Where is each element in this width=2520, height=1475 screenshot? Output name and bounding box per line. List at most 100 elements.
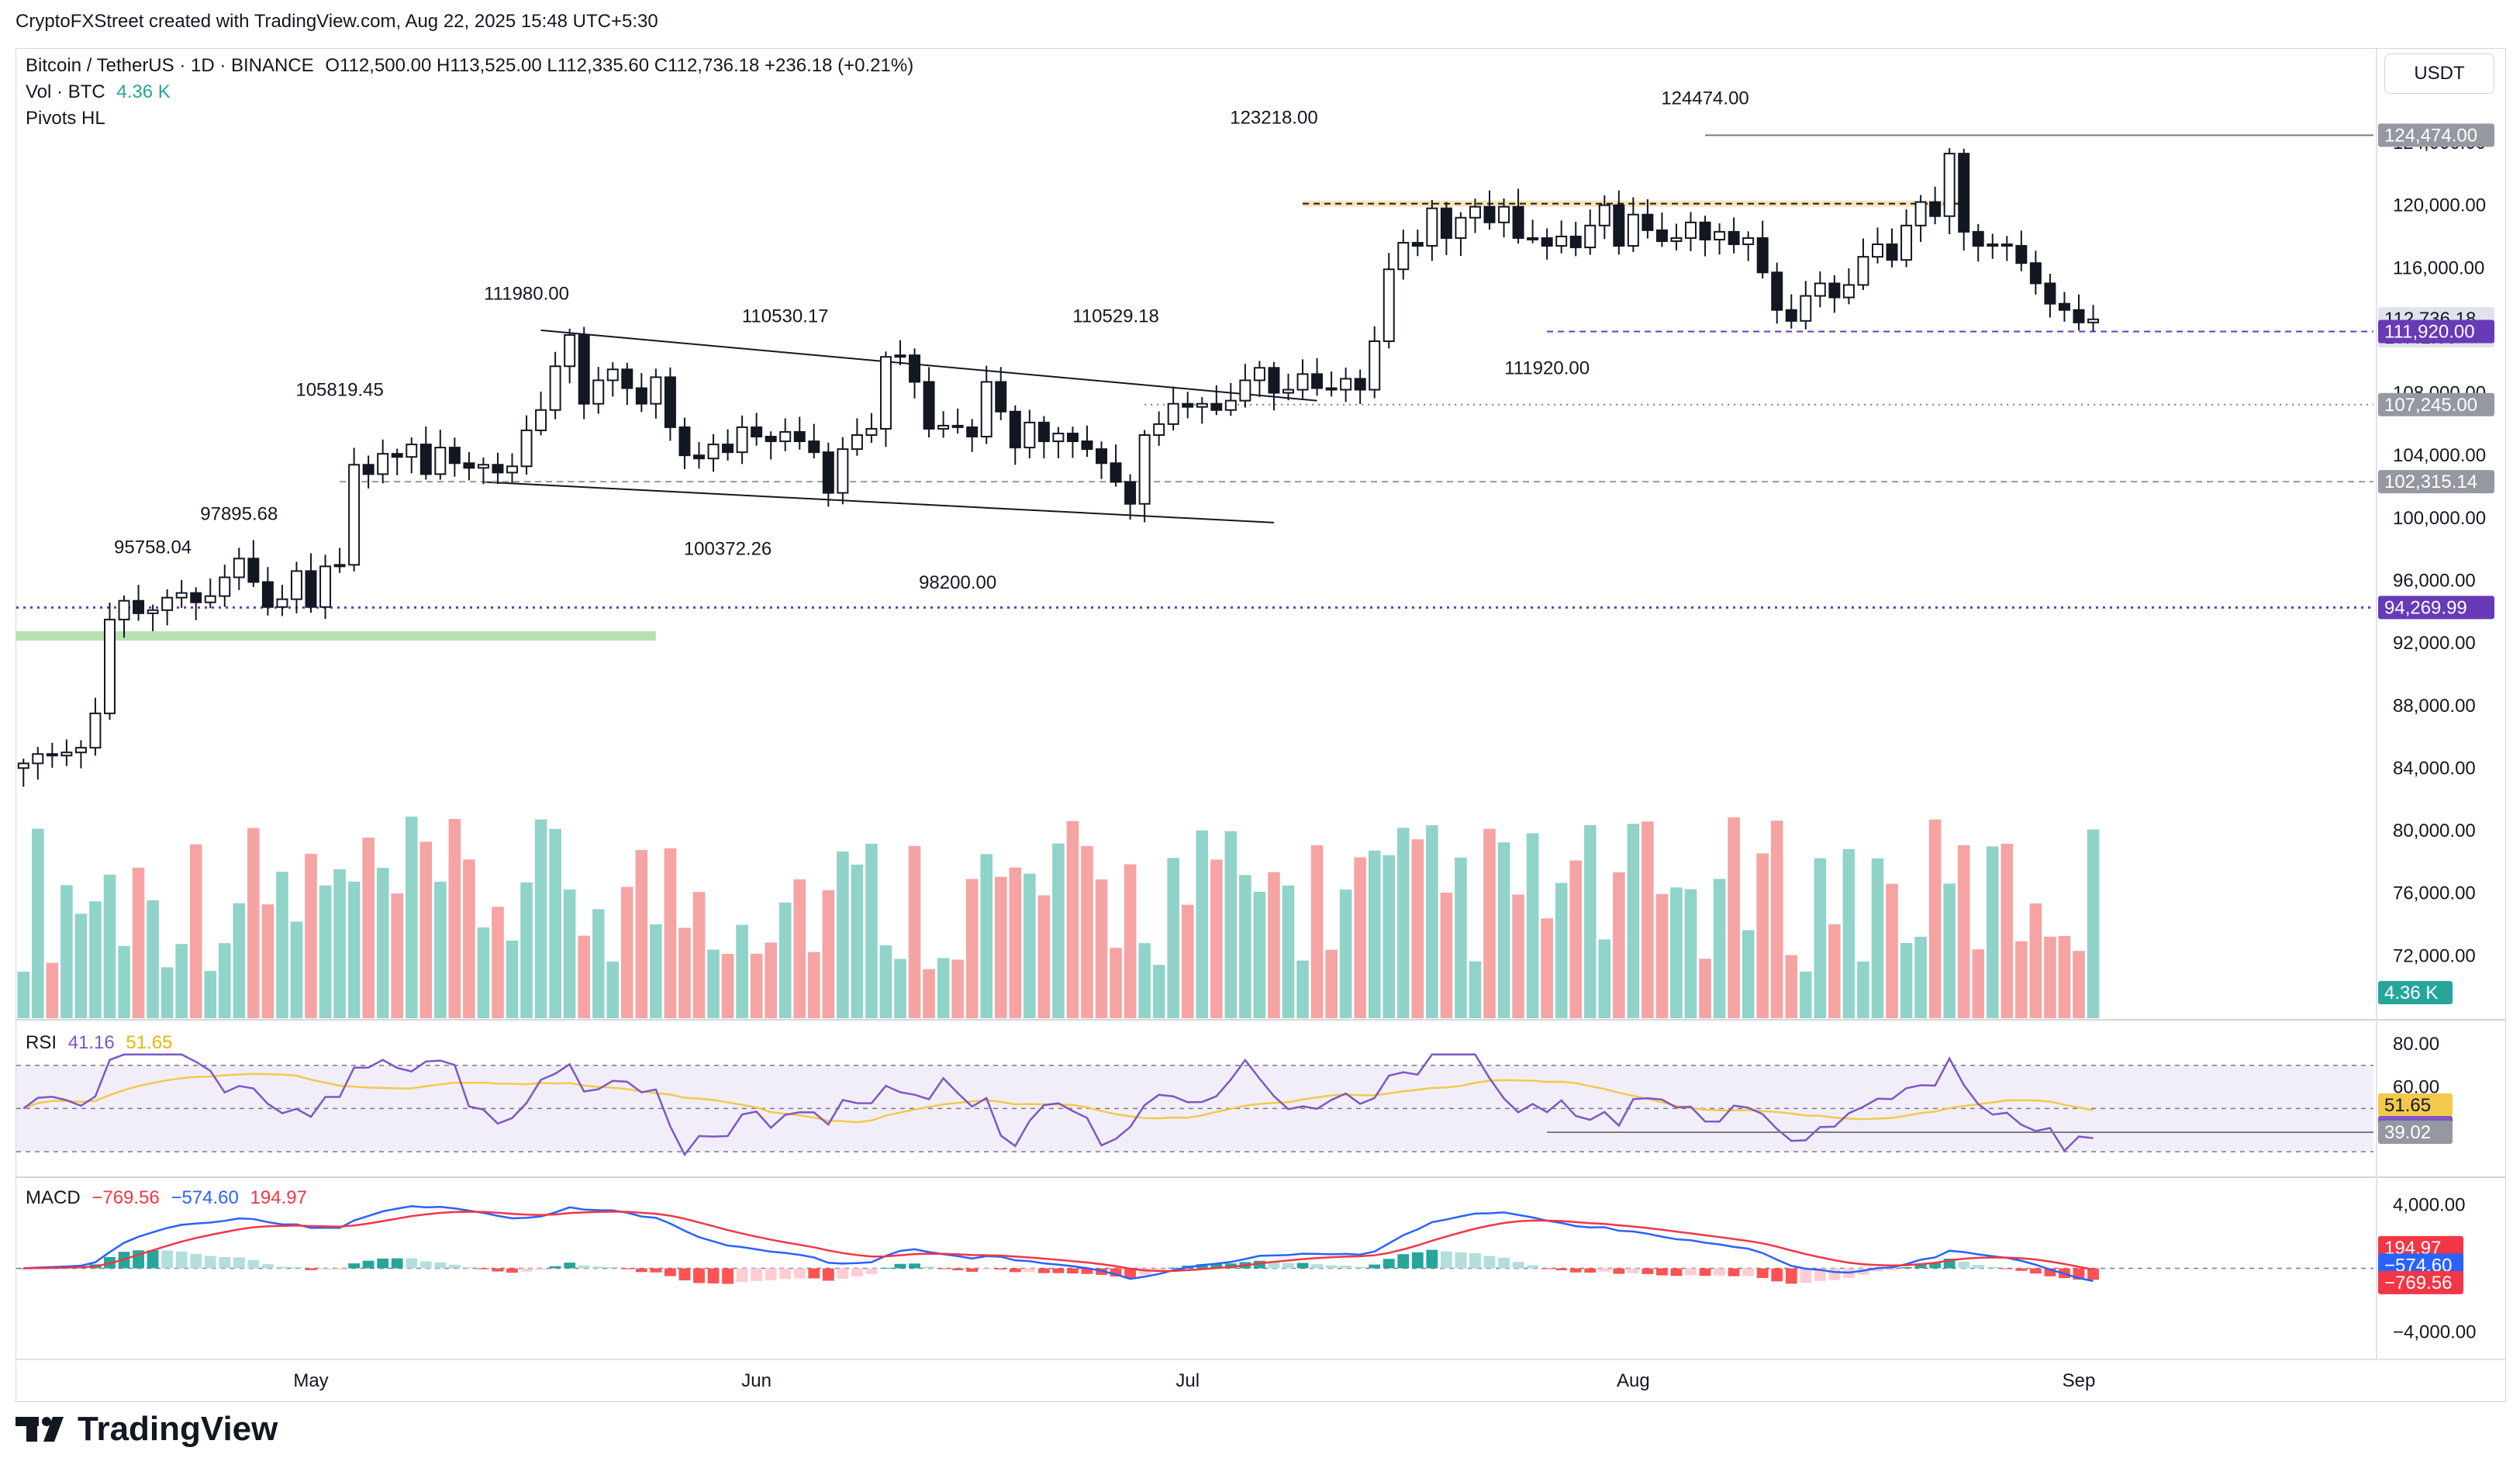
volume-bar (937, 958, 950, 1018)
candle-body (678, 426, 691, 457)
candle-body (707, 444, 720, 460)
candle-body (477, 464, 489, 469)
macd-signal-value: −574.60 (171, 1187, 239, 1208)
candle-body (606, 368, 619, 382)
volume-bar (1742, 930, 1755, 1018)
candle-body (1627, 213, 1639, 247)
macd-hist-bar (650, 1268, 662, 1273)
macd-hist-bar (1527, 1265, 1539, 1269)
candle-body (808, 440, 820, 454)
candle-body (535, 409, 547, 431)
price-tag-box (2378, 123, 2494, 147)
pivot-label: 97895.68 (200, 503, 278, 524)
macd-hist-bar (1052, 1268, 1065, 1273)
candle-body (751, 426, 763, 438)
macd-hist-bar (1397, 1254, 1410, 1269)
candle-body (1354, 378, 1366, 391)
volume-bar (1541, 918, 1553, 1018)
volume-bar (1684, 889, 1697, 1018)
chart-area[interactable]: 128,000.00124,000.00120,000.00116,000.00… (16, 48, 2506, 1402)
volume-bar (1756, 853, 1769, 1018)
macd-hist-bar (448, 1264, 461, 1269)
volume-bar (1167, 858, 1179, 1018)
macd-hist-bar (1296, 1263, 1309, 1269)
macd-hist-bar (247, 1259, 260, 1269)
candle-body (104, 618, 116, 714)
pivot-label: 100372.26 (684, 538, 772, 559)
volume-bar (1972, 949, 1985, 1018)
candle-body (1196, 402, 1208, 408)
macd-hist-bar (1987, 1266, 1999, 1269)
volume-bar (549, 828, 561, 1018)
candle-body (1800, 295, 1812, 322)
volume-bar (1138, 943, 1151, 1018)
volume-bar (118, 945, 130, 1018)
volume-bar (2000, 844, 2014, 1018)
candle-body (406, 444, 418, 458)
volume-bar (1469, 961, 1482, 1018)
candle-body (1239, 379, 1251, 402)
candle-body (419, 444, 432, 475)
macd-hist-bar (1771, 1268, 1783, 1282)
macd-hist-bar (592, 1266, 605, 1269)
candle-body (1096, 448, 1108, 465)
volume-bar (1024, 873, 1036, 1018)
volume-bar (1670, 887, 1683, 1018)
volume-bar (492, 907, 504, 1018)
volume-bar (837, 851, 849, 1018)
pivot-label: 110530.17 (742, 306, 829, 327)
candle-body (305, 570, 317, 608)
volume-bar (1986, 846, 1999, 1018)
candle-body (74, 747, 87, 754)
macd-hist-bar (419, 1261, 432, 1269)
macd-hist-bar (1469, 1253, 1481, 1269)
volume-bar (1555, 883, 1568, 1018)
volume-bar (1728, 817, 1740, 1018)
candle-body (1124, 481, 1137, 505)
volume-bar (1196, 830, 1209, 1018)
macd-hist-bar (1081, 1268, 1093, 1274)
volume-bar (1512, 894, 1524, 1018)
candle-body (592, 379, 605, 405)
volume-bar (2029, 903, 2042, 1018)
volume-value: 4.36 K (116, 81, 171, 102)
volume-bar (1268, 872, 1280, 1018)
macd-hist-bar (606, 1266, 619, 1269)
candle-body (1498, 206, 1510, 223)
volume-bar (305, 853, 317, 1018)
candle-body (1828, 282, 1841, 299)
candle-body (980, 381, 992, 437)
macd-tag-box (2378, 1270, 2463, 1294)
macd-hist-bar (1210, 1263, 1223, 1269)
price-chart[interactable]: 128,000.00124,000.00120,000.00116,000.00… (16, 49, 2506, 1402)
price-tag-box (2378, 470, 2494, 494)
currency-button[interactable]: USDT (2384, 54, 2494, 94)
candle-body (1756, 237, 1769, 274)
candle-body (348, 464, 361, 566)
volume-bar (189, 844, 202, 1018)
volume-bar (2073, 951, 2085, 1018)
volume-bar (1655, 893, 1669, 1018)
candle-body (1167, 402, 1179, 425)
candle-body (233, 558, 245, 579)
macd-hist-bar (276, 1266, 288, 1269)
pivot-label: 124474.00 (1661, 88, 1748, 109)
volume-bar (1339, 889, 1352, 1018)
candle-body (32, 753, 44, 765)
volume-bar (261, 904, 274, 1018)
volume-bar (434, 882, 447, 1018)
macd-hist-bar (261, 1264, 274, 1269)
macd-hist-bar (779, 1268, 792, 1280)
macd-hist-bar (909, 1263, 920, 1269)
macd-hist-bar (966, 1268, 979, 1272)
volume-bar (1124, 864, 1137, 1018)
candle-body (1469, 206, 1481, 219)
candle-body (1340, 378, 1352, 391)
macd-tick-label: 4,000.00 (2393, 1195, 2465, 1216)
volume-bar (908, 845, 921, 1018)
volume-bar (650, 924, 662, 1018)
volume-bar (778, 902, 792, 1018)
macd-hist-bar (406, 1258, 418, 1269)
candle-body (650, 376, 662, 405)
candle-body (1872, 244, 1883, 258)
